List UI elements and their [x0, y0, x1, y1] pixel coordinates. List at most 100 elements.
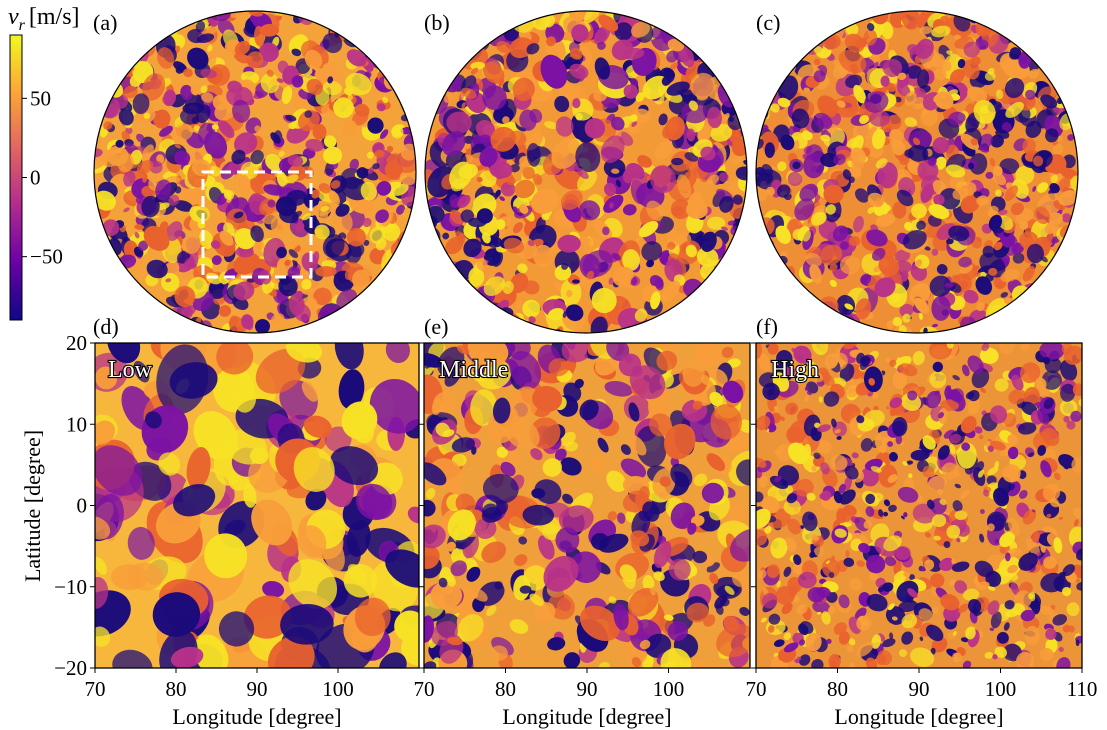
map-f-blob — [980, 602, 987, 610]
sphere-a-cell — [346, 25, 358, 37]
sphere-c-cell — [812, 317, 820, 327]
sphere-a-cell — [381, 45, 403, 66]
map-e-blob — [519, 585, 532, 594]
sphere-b-cell — [522, 299, 541, 318]
sphere-a-cell — [391, 307, 403, 321]
map-f-blob — [761, 496, 780, 514]
sphere-a-cell — [211, 124, 219, 130]
map-f-blob — [868, 572, 879, 581]
map-e-blob — [534, 479, 562, 504]
sphere-a-cell — [301, 252, 318, 272]
sphere-c-cell — [920, 183, 934, 204]
sphere-c-cell — [818, 218, 838, 240]
sphere-a-cell — [107, 56, 121, 70]
sphere-c-cell — [891, 293, 901, 303]
sphere-c-cell — [1021, 298, 1032, 313]
sphere-b-cell — [449, 194, 459, 207]
sphere-c-cell — [761, 83, 774, 95]
sphere-b-cell — [692, 11, 715, 34]
map-f-blob — [945, 385, 952, 391]
map-e-blob — [619, 564, 637, 582]
map-f-blob — [965, 391, 975, 400]
map-f-blob — [756, 343, 763, 359]
sphere-c-cell — [902, 313, 911, 323]
map-f-blob — [825, 353, 839, 369]
sphere-c-cell — [954, 34, 962, 40]
sphere-c-cell — [759, 280, 765, 288]
panel-letter-b: (b) — [424, 10, 450, 35]
sphere-a-cell — [323, 146, 343, 165]
sphere-a-cell — [181, 328, 189, 333]
map-f-blob — [783, 632, 792, 641]
sphere-b-cell — [696, 247, 719, 268]
sphere-c-cell — [874, 61, 879, 69]
sphere-b-cell — [490, 126, 517, 152]
map-d-blob — [329, 446, 379, 486]
map-d-blob — [324, 426, 352, 452]
map-e-blob — [663, 614, 674, 621]
sphere-a-cell — [94, 296, 99, 307]
sphere-c-cell — [813, 70, 826, 83]
map-e-blob — [529, 593, 544, 607]
sphere-a-cell — [291, 240, 298, 248]
map-f-blob — [785, 402, 799, 416]
map-e-blob — [469, 361, 481, 371]
sphere-b-cell — [463, 238, 482, 258]
map-f-blob — [827, 605, 836, 615]
map-f-blob — [812, 600, 831, 614]
sphere-a-cell — [172, 124, 194, 142]
map-f-blob — [882, 638, 896, 648]
sphere-b-cell — [548, 308, 564, 319]
sphere-c-cell — [869, 110, 891, 127]
map-e-blob — [738, 419, 750, 433]
sphere-a-cell — [166, 221, 183, 241]
sphere-c-cell — [804, 318, 813, 327]
map-f-blob — [783, 566, 792, 577]
sphere-c-cell — [860, 273, 872, 285]
sphere-c-cell — [1022, 138, 1036, 154]
sphere-c-cell — [1063, 277, 1072, 283]
sphere-a-cell — [373, 317, 385, 327]
sphere-b-cell — [707, 216, 726, 230]
map-f-blob — [929, 371, 947, 389]
sphere-c-cell — [782, 277, 792, 287]
sphere-b-cell — [496, 40, 512, 54]
sphere-b-cell — [527, 240, 535, 247]
map-f-blob — [756, 415, 771, 431]
map-f-blob — [927, 475, 948, 491]
sphere-a-cell — [127, 325, 140, 333]
map-e-blob — [532, 385, 563, 412]
map-f-blob — [961, 442, 971, 451]
map-e-blob — [486, 605, 497, 617]
sphere-a-cell — [267, 199, 276, 208]
map-f-blob — [884, 556, 897, 567]
map-d-blob — [297, 525, 327, 559]
map-f-blob — [937, 489, 944, 495]
sphere-b-cell — [722, 51, 747, 77]
sphere-c-cell — [1058, 308, 1074, 323]
sphere-a-cell — [367, 117, 384, 134]
sphere-a-cell — [373, 287, 381, 295]
map-f-blob — [908, 473, 913, 479]
inset-region-box — [201, 170, 313, 279]
sphere-a-cell — [214, 102, 236, 121]
sphere-a-cell — [233, 211, 244, 219]
sphere-b-cell — [711, 281, 732, 302]
sphere-a-cell — [238, 174, 251, 196]
sphere-a-cell — [94, 159, 106, 170]
map-f-blob — [994, 378, 1009, 392]
sphere-c-cell — [829, 263, 838, 272]
map-e-blob — [492, 397, 511, 424]
sphere-a-cell — [138, 240, 149, 252]
sphere-a-cell — [255, 318, 270, 333]
map-e-blob — [560, 431, 576, 447]
sphere-c-cell — [853, 215, 864, 233]
sphere-a-cell — [275, 15, 282, 20]
sphere-c-cell — [875, 213, 896, 227]
sphere-b-cell — [425, 65, 435, 79]
sphere-a-cell — [142, 324, 156, 333]
map-f-blob — [1068, 526, 1082, 549]
sphere-c-cell — [1029, 37, 1044, 52]
sphere-a-cell — [132, 93, 150, 115]
sphere-b-cell — [686, 11, 700, 18]
